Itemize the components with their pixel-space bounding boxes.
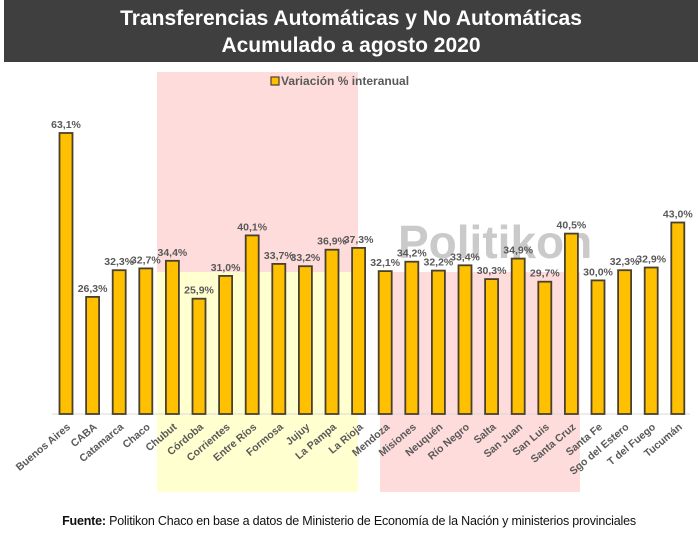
bar	[643, 266, 659, 415]
data-label: 32,3%	[104, 256, 134, 268]
data-label: 63,1%	[51, 119, 81, 131]
data-label: 25,9%	[184, 285, 214, 297]
bar	[191, 297, 207, 415]
data-label: 34,9%	[503, 245, 533, 257]
legend: Variación % interanual	[270, 74, 409, 88]
data-label: 33,7%	[264, 250, 294, 262]
watermark: Politikon	[398, 216, 592, 268]
bar	[564, 232, 579, 415]
bar	[138, 267, 154, 415]
bar	[324, 248, 340, 415]
bar	[430, 269, 446, 415]
data-label: 40,5%	[557, 220, 587, 232]
source-footnote: Fuente: Politikon Chaco en base a datos …	[0, 514, 698, 528]
legend-swatch	[270, 76, 280, 86]
data-label: 33,2%	[291, 252, 321, 264]
data-label: 33,4%	[450, 251, 480, 263]
bar	[484, 278, 500, 415]
data-label: 34,2%	[397, 248, 427, 260]
data-label: 30,3%	[477, 265, 507, 277]
bar	[670, 221, 686, 415]
bar	[377, 270, 393, 415]
data-label: 32,9%	[636, 254, 666, 266]
chart-title-bar: Transferencias Automáticas y No Automáti…	[4, 0, 698, 62]
data-label: 36,9%	[317, 236, 347, 248]
data-label: 32,1%	[370, 257, 400, 269]
data-label: 26,3%	[78, 283, 108, 295]
chart-title-line-2: Acumulado a agosto 2020	[221, 34, 481, 57]
data-label: 37,3%	[344, 234, 374, 246]
x-tick-label: Buenos Aires	[14, 421, 73, 474]
data-label: 34,4%	[158, 247, 188, 259]
bar	[58, 132, 74, 415]
bar	[218, 274, 234, 415]
data-label: 32,2%	[424, 257, 454, 269]
bar	[510, 257, 526, 415]
bar	[617, 269, 632, 415]
data-label: 29,7%	[530, 268, 560, 280]
bar	[590, 279, 606, 415]
data-label: 31,0%	[211, 262, 241, 274]
data-label: 30,0%	[583, 266, 613, 278]
bar	[404, 260, 420, 415]
data-label: 32,7%	[131, 254, 161, 266]
bar	[351, 246, 367, 415]
bar	[164, 259, 180, 415]
legend-label: Variación % interanual	[281, 74, 409, 88]
bar	[85, 295, 100, 415]
chart-title-line-1: Transferencias Automáticas y No Automáti…	[120, 7, 582, 30]
bar	[297, 265, 313, 415]
bar	[271, 262, 287, 415]
data-label: 32,3%	[610, 256, 640, 268]
bar	[537, 280, 553, 415]
data-label: 40,1%	[237, 221, 267, 233]
data-label: 43,0%	[663, 209, 693, 221]
bar	[244, 234, 260, 415]
bar	[457, 264, 473, 415]
source-label: Fuente:	[62, 514, 106, 528]
source-text: Politikon Chaco en base a datos de Minis…	[105, 514, 636, 528]
bar	[111, 269, 127, 415]
